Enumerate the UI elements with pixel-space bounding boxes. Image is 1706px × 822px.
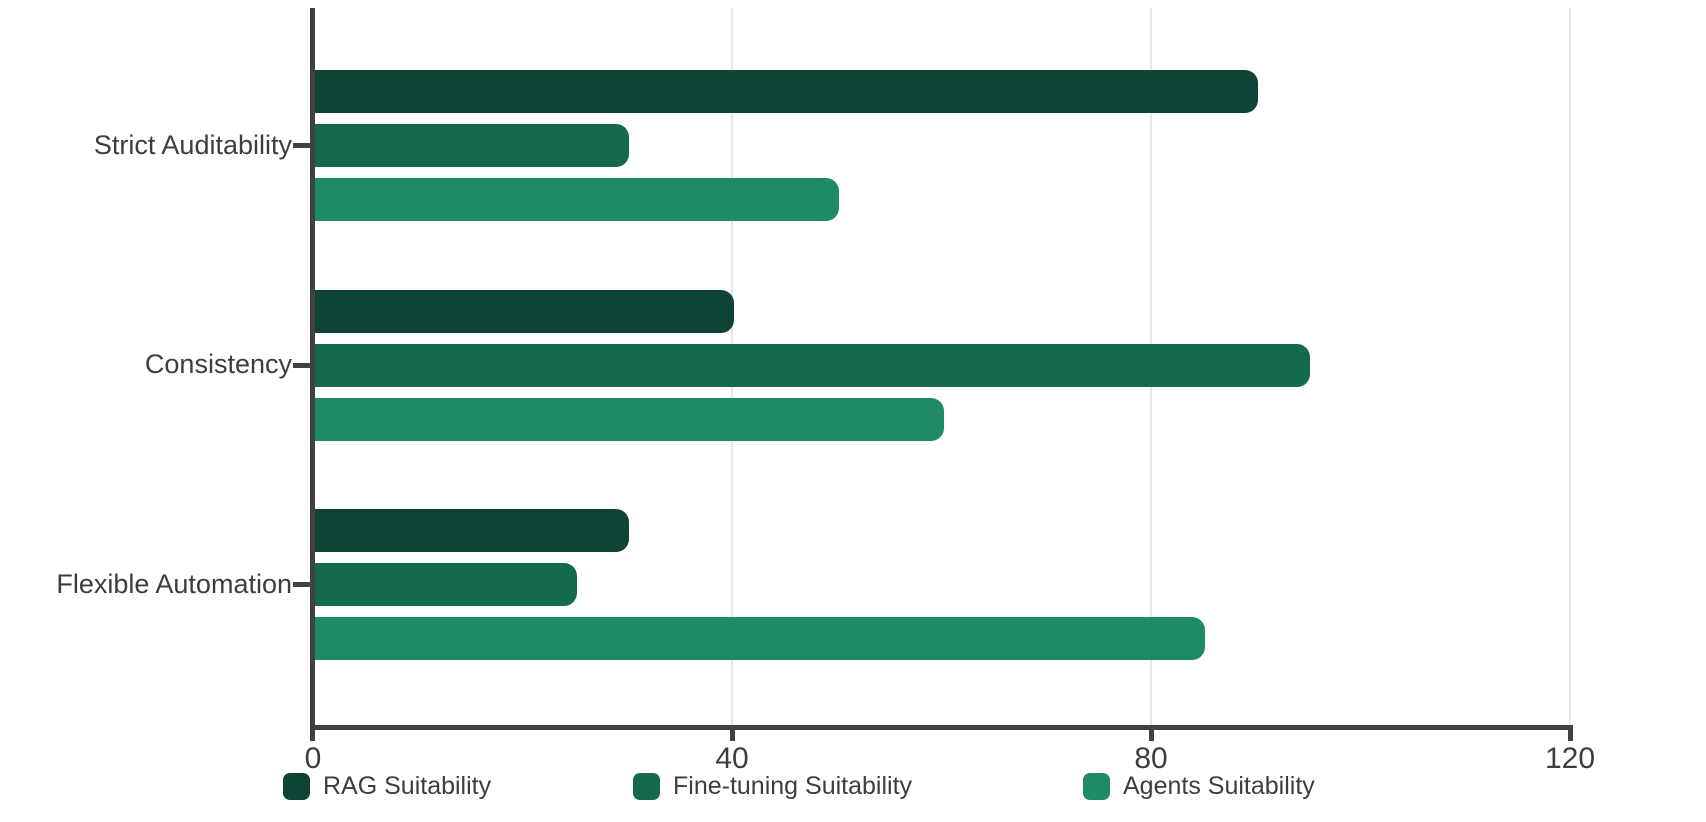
bar-fine-tuning-suitability-strict-auditability [315,124,629,167]
y-axis-line [310,8,315,741]
x-tick-label-40: 40 [715,742,749,775]
legend-label-rag-suitability: RAG Suitability [323,772,492,800]
x-axis-tick-80 [1148,725,1154,741]
legend-swatch-rag-suitability [283,773,310,800]
bar-agents-suitability-flexible-automation [315,617,1205,660]
category-axis-tick-strict-auditability [293,143,311,148]
category-label-consistency: Consistency [144,349,292,379]
bar-rag-suitability-consistency [315,289,734,333]
x-axis-tick-120 [1567,725,1573,741]
legend-item-fine-tuning-suitability: Fine-tuning Suitability [633,772,912,801]
bar-fine-tuning-suitability-consistency [315,343,1310,387]
bar-agents-suitability-strict-auditability [315,178,839,221]
legend-label-fine-tuning-suitability: Fine-tuning Suitability [673,772,913,800]
category-label-strict-auditability: Strict Auditability [93,129,292,160]
category-label-flexible-automation: Flexible Automation [56,568,292,599]
x-axis-tick-40 [729,725,735,741]
x-tick-label-0: 0 [304,742,322,775]
legend-swatch-fine-tuning-suitability [633,773,660,800]
legend-swatch-agents-suitability [1083,773,1110,800]
category-axis-tick-flexible-automation [293,582,311,587]
legend-item-agents-suitability: Agents Suitability [1083,772,1315,801]
category-axis-tick-consistency [293,362,311,368]
gridline-120 [1569,8,1571,725]
legend-label-agents-suitability: Agents Suitability [1123,772,1315,800]
x-tick-label-80: 80 [1134,742,1168,775]
bar-agents-suitability-consistency [315,397,944,441]
legend-item-rag-suitability: RAG Suitability [283,772,491,801]
x-tick-label-120: 120 [1544,742,1596,775]
x-axis-line [310,725,1573,730]
bar-fine-tuning-suitability-flexible-automation [315,563,577,606]
bar-rag-suitability-flexible-automation [315,509,629,552]
bar-rag-suitability-strict-auditability [315,70,1258,113]
